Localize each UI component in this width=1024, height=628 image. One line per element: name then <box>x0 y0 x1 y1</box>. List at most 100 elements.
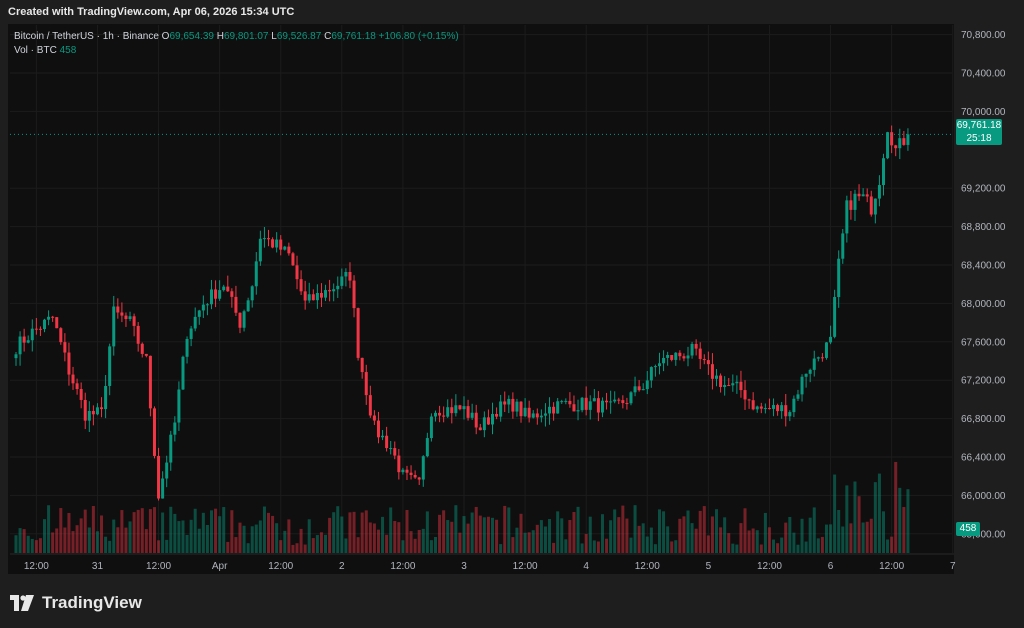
candle-body <box>898 138 902 149</box>
candle-body <box>833 297 837 337</box>
volume-bar <box>405 510 409 553</box>
volume-bar <box>727 533 731 553</box>
volume-bar <box>262 506 266 553</box>
candle-body <box>38 328 42 330</box>
volume-bar <box>670 541 674 553</box>
volume-bar <box>442 510 446 553</box>
x-tick-label: 12:00 <box>24 561 49 572</box>
volume-bar <box>470 512 474 553</box>
candle-body <box>116 306 120 313</box>
candle-body <box>34 328 38 330</box>
volume-bar <box>144 529 148 553</box>
volume-bar <box>678 518 682 553</box>
top-bar: Created with TradingView.com, Apr 06, 20… <box>0 0 1024 24</box>
volume-bar <box>751 528 755 553</box>
volume-bar <box>845 485 849 553</box>
candle-body <box>609 401 613 403</box>
volume-bar <box>71 531 75 553</box>
candle-body <box>91 410 95 415</box>
volume-bar <box>637 525 641 553</box>
candle-body <box>356 308 360 358</box>
candle-body <box>902 138 906 145</box>
candle-body <box>87 410 91 421</box>
volume-bar <box>55 528 59 553</box>
candle-body <box>291 253 295 266</box>
volume-bar <box>34 540 38 553</box>
candle-body <box>360 357 364 373</box>
candle-body <box>79 389 83 400</box>
candle-body <box>625 403 629 405</box>
candle-body <box>299 279 303 292</box>
volume-bar <box>63 527 67 553</box>
candle-body <box>128 316 132 320</box>
candle-body <box>319 293 323 298</box>
volume-bar <box>881 511 885 553</box>
y-tick-label: 65,600.00 <box>961 529 1006 540</box>
candle-body <box>886 132 890 159</box>
symbol-label: Bitcoin / TetherUS · 1h · Binance <box>14 31 159 42</box>
candle-body <box>136 325 140 344</box>
candle-body <box>393 448 397 456</box>
volume-bar <box>100 515 104 553</box>
volume-bar <box>906 489 910 553</box>
candle-body <box>242 311 246 328</box>
candle-body <box>731 383 735 386</box>
candle-body <box>592 398 596 402</box>
volume-bar <box>873 482 877 553</box>
candle-body <box>873 198 877 215</box>
last-volume-value: 458 <box>959 523 977 534</box>
volume-bar <box>197 528 201 553</box>
candle-body <box>108 346 112 386</box>
volume-bar <box>340 516 344 553</box>
candle-body <box>271 239 275 248</box>
volume-bar <box>376 529 380 553</box>
volume-bar <box>833 474 837 553</box>
volume-bar <box>466 523 470 553</box>
created-caption: Created with TradingView.com, Apr 06, 20… <box>8 6 295 18</box>
candle-body <box>613 399 617 402</box>
volume-bar <box>747 530 751 553</box>
volume-bar <box>804 541 808 553</box>
y-tick-label: 69,200.00 <box>961 184 1006 195</box>
tradingview-logo-icon <box>10 595 34 611</box>
volume-bar <box>47 505 51 553</box>
volume-bar <box>824 524 828 553</box>
candle-body <box>332 289 336 292</box>
volume-bar <box>446 520 450 553</box>
candle-body <box>397 455 401 473</box>
chart-area[interactable] <box>8 24 954 574</box>
volume-bar <box>857 496 861 553</box>
candle-body <box>755 406 759 410</box>
candle-body <box>307 294 311 301</box>
volume-bar <box>381 516 385 553</box>
candle-body <box>185 338 189 357</box>
volume-bar <box>629 537 633 553</box>
volume-bar <box>869 518 873 553</box>
volume-bar <box>104 536 108 553</box>
volume-bar <box>254 524 258 553</box>
candle-body <box>678 352 682 357</box>
volume-bar <box>715 509 719 553</box>
candle-body <box>780 405 784 412</box>
volume-bar <box>438 514 442 553</box>
volume-bar <box>360 512 364 553</box>
candle-body <box>132 316 136 326</box>
x-tick-label: 12:00 <box>268 561 293 572</box>
volume-bar <box>621 505 625 553</box>
candle-body <box>788 412 792 417</box>
volume-bar <box>531 530 535 553</box>
volume-bar <box>649 527 653 553</box>
volume-bar <box>633 505 637 553</box>
x-tick-label: 7 <box>950 561 956 572</box>
candle-body <box>759 406 763 409</box>
volume-bar <box>417 529 421 553</box>
volume-bar <box>499 544 503 553</box>
candle-body <box>621 400 625 404</box>
candle-body <box>466 406 470 418</box>
candle-body <box>841 233 845 259</box>
volume-bar <box>120 510 124 553</box>
candle-body <box>458 405 462 410</box>
volume-bar <box>364 510 368 553</box>
candle-body <box>800 376 804 395</box>
